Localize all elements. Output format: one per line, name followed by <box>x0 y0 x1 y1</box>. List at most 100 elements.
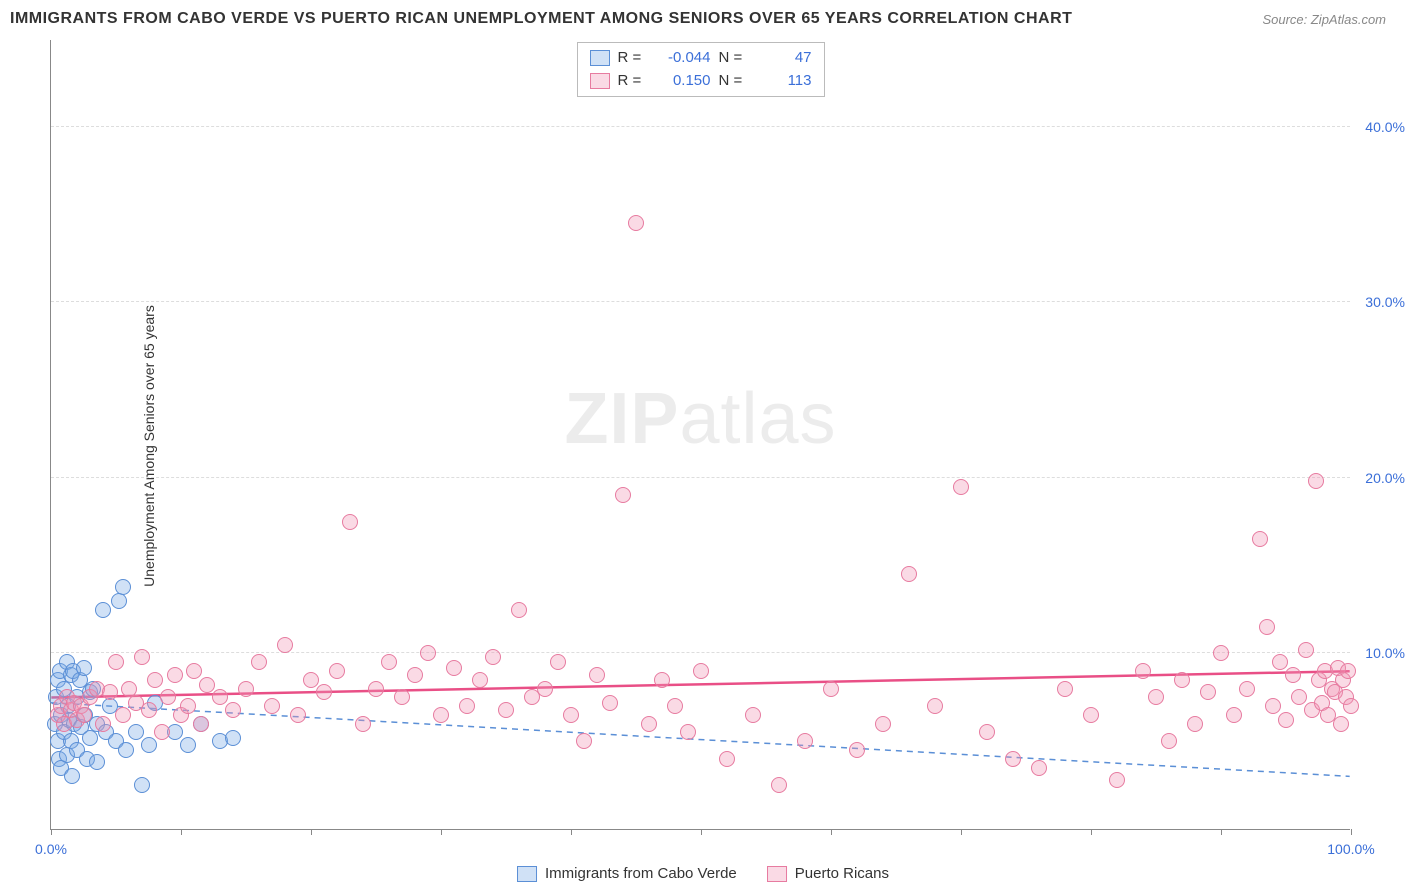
swatch-icon <box>517 866 537 882</box>
x-tick-label: 100.0% <box>1327 841 1374 857</box>
data-point <box>154 724 170 740</box>
data-point <box>147 672 163 688</box>
data-point <box>1148 689 1164 705</box>
data-point <box>82 730 98 746</box>
data-point <box>102 684 118 700</box>
data-point <box>76 707 92 723</box>
data-point <box>180 737 196 753</box>
data-point <box>115 579 131 595</box>
legend-label: Immigrants from Cabo Verde <box>545 865 737 882</box>
data-point <box>628 215 644 231</box>
data-point <box>771 777 787 793</box>
x-tick <box>1221 829 1222 835</box>
data-point <box>927 698 943 714</box>
data-point <box>1135 663 1151 679</box>
data-point <box>1083 707 1099 723</box>
n-label: N = <box>719 47 749 70</box>
data-point <box>1259 619 1275 635</box>
data-point <box>680 724 696 740</box>
data-point <box>342 514 358 530</box>
data-point <box>615 487 631 503</box>
data-point <box>901 566 917 582</box>
data-point <box>641 716 657 732</box>
legend-label: Puerto Ricans <box>795 865 889 882</box>
r-label: R = <box>618 70 648 93</box>
watermark-bold: ZIP <box>564 379 679 459</box>
data-point <box>64 768 80 784</box>
data-point <box>264 698 280 714</box>
y-tick-label: 20.0% <box>1365 470 1405 486</box>
data-point <box>1109 772 1125 788</box>
data-point <box>407 667 423 683</box>
x-tick <box>961 829 962 835</box>
data-point <box>394 689 410 705</box>
data-point <box>225 702 241 718</box>
data-point <box>141 737 157 753</box>
data-point <box>1161 733 1177 749</box>
data-point <box>719 751 735 767</box>
data-point <box>1239 681 1255 697</box>
y-tick-label: 10.0% <box>1365 645 1405 661</box>
data-point <box>1285 667 1301 683</box>
data-point <box>128 724 144 740</box>
source-label: Source: ZipAtlas.com <box>1262 12 1386 27</box>
data-point <box>849 742 865 758</box>
data-point <box>1187 716 1203 732</box>
data-point <box>797 733 813 749</box>
data-point <box>1340 663 1356 679</box>
data-point <box>225 730 241 746</box>
x-tick-label: 0.0% <box>35 841 67 857</box>
x-tick <box>1351 829 1352 835</box>
gridline <box>51 652 1350 653</box>
data-point <box>1333 716 1349 732</box>
data-point <box>76 660 92 676</box>
legend-row: R = -0.044 N = 47 <box>590 47 812 70</box>
data-point <box>589 667 605 683</box>
data-point <box>576 733 592 749</box>
y-tick-label: 40.0% <box>1365 119 1405 135</box>
x-tick <box>441 829 442 835</box>
data-point <box>433 707 449 723</box>
data-point <box>498 702 514 718</box>
data-point <box>238 681 254 697</box>
n-value: 47 <box>757 47 812 70</box>
data-point <box>1278 712 1294 728</box>
r-value: 0.150 <box>656 70 711 93</box>
data-point <box>823 681 839 697</box>
data-point <box>1308 473 1324 489</box>
data-point <box>1252 531 1268 547</box>
x-tick <box>701 829 702 835</box>
n-value: 113 <box>757 70 812 93</box>
data-point <box>212 689 228 705</box>
data-point <box>277 637 293 653</box>
data-point <box>115 707 131 723</box>
data-point <box>160 689 176 705</box>
data-point <box>459 698 475 714</box>
legend-item: Immigrants from Cabo Verde <box>517 865 737 882</box>
data-point <box>108 654 124 670</box>
data-point <box>368 681 384 697</box>
data-point <box>303 672 319 688</box>
gridline <box>51 477 1350 478</box>
x-tick <box>1091 829 1092 835</box>
x-tick <box>181 829 182 835</box>
data-point <box>193 716 209 732</box>
data-point <box>485 649 501 665</box>
data-point <box>1057 681 1073 697</box>
correlation-legend: R = -0.044 N = 47 R = 0.150 N = 113 <box>577 42 825 97</box>
data-point <box>141 702 157 718</box>
swatch-icon <box>590 73 610 89</box>
y-tick-label: 30.0% <box>1365 294 1405 310</box>
series-legend: Immigrants from Cabo Verde Puerto Ricans <box>517 865 889 882</box>
x-tick <box>831 829 832 835</box>
data-point <box>329 663 345 679</box>
data-point <box>186 663 202 679</box>
legend-item: Puerto Ricans <box>767 865 889 882</box>
data-point <box>472 672 488 688</box>
watermark-thin: atlas <box>679 379 836 459</box>
swatch-icon <box>590 50 610 66</box>
data-point <box>251 654 267 670</box>
data-point <box>654 672 670 688</box>
data-point <box>89 754 105 770</box>
data-point <box>563 707 579 723</box>
